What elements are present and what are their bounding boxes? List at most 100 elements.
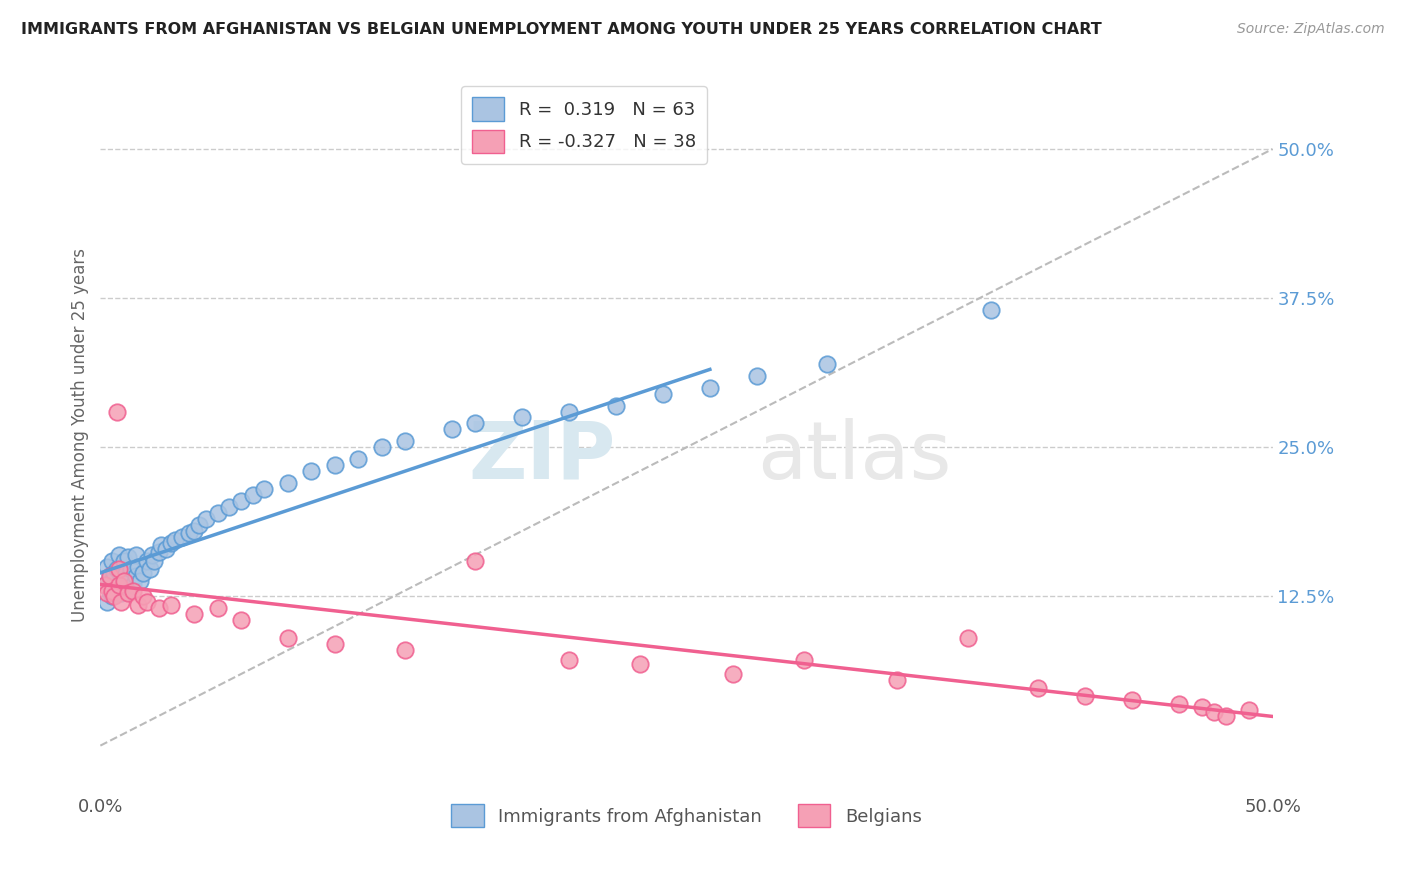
Point — [115, 566, 138, 580]
Point — [131, 566, 153, 580]
Point — [108, 548, 131, 562]
Point — [815, 357, 838, 371]
Point — [179, 526, 201, 541]
Point — [105, 404, 128, 418]
Point — [1237, 703, 1260, 717]
Point — [112, 574, 135, 588]
Point — [394, 643, 416, 657]
Point — [183, 607, 205, 622]
Point — [98, 583, 121, 598]
Point — [101, 554, 124, 568]
Point — [141, 548, 163, 562]
Point — [628, 657, 651, 672]
Point — [1074, 689, 1097, 703]
Point — [105, 581, 128, 595]
Legend: Immigrants from Afghanistan, Belgians: Immigrants from Afghanistan, Belgians — [444, 797, 929, 834]
Point — [127, 598, 149, 612]
Point — [108, 577, 131, 591]
Point — [122, 577, 145, 591]
Point — [886, 673, 908, 687]
Point — [159, 535, 181, 549]
Point — [793, 653, 815, 667]
Point — [605, 399, 627, 413]
Point — [127, 559, 149, 574]
Point — [138, 562, 160, 576]
Point — [131, 590, 153, 604]
Point — [96, 559, 118, 574]
Point — [117, 550, 139, 565]
Point — [101, 583, 124, 598]
Point — [440, 422, 463, 436]
Point — [207, 506, 229, 520]
Point — [464, 417, 486, 431]
Point — [980, 303, 1002, 318]
Point — [277, 632, 299, 646]
Point — [110, 569, 132, 583]
Point — [108, 562, 131, 576]
Point — [242, 488, 264, 502]
Point — [136, 595, 159, 609]
Text: ZIP: ZIP — [468, 417, 616, 496]
Point — [229, 613, 252, 627]
Point — [253, 482, 276, 496]
Point — [96, 586, 118, 600]
Point — [187, 517, 209, 532]
Point — [98, 569, 121, 583]
Y-axis label: Unemployment Among Youth under 25 years: Unemployment Among Youth under 25 years — [72, 248, 89, 623]
Point — [101, 574, 124, 588]
Point — [124, 548, 146, 562]
Point — [699, 381, 721, 395]
Point — [1167, 697, 1189, 711]
Point — [122, 583, 145, 598]
Point — [98, 569, 121, 583]
Point — [218, 500, 240, 514]
Point — [148, 545, 170, 559]
Point — [1026, 681, 1049, 696]
Point — [723, 667, 745, 681]
Point — [652, 386, 675, 401]
Point — [745, 368, 768, 383]
Point — [94, 577, 117, 591]
Point — [129, 574, 152, 588]
Point — [194, 512, 217, 526]
Point — [117, 586, 139, 600]
Point — [183, 524, 205, 538]
Point — [136, 554, 159, 568]
Point — [558, 404, 581, 418]
Point — [148, 601, 170, 615]
Point — [1215, 708, 1237, 723]
Point — [1121, 693, 1143, 707]
Point — [103, 566, 125, 580]
Point — [143, 554, 166, 568]
Point — [94, 577, 117, 591]
Point — [101, 590, 124, 604]
Point — [464, 554, 486, 568]
Point — [1202, 705, 1225, 719]
Point — [323, 458, 346, 473]
Point — [103, 590, 125, 604]
Point — [277, 476, 299, 491]
Point — [370, 440, 392, 454]
Point — [120, 562, 142, 576]
Point — [150, 538, 173, 552]
Point — [96, 595, 118, 609]
Point — [165, 533, 187, 548]
Point — [172, 530, 194, 544]
Point — [103, 586, 125, 600]
Point — [155, 541, 177, 556]
Point — [124, 569, 146, 583]
Point — [1191, 700, 1213, 714]
Point — [159, 598, 181, 612]
Point — [347, 452, 370, 467]
Text: IMMIGRANTS FROM AFGHANISTAN VS BELGIAN UNEMPLOYMENT AMONG YOUTH UNDER 25 YEARS C: IMMIGRANTS FROM AFGHANISTAN VS BELGIAN U… — [21, 22, 1102, 37]
Text: atlas: atlas — [756, 417, 950, 496]
Point — [105, 562, 128, 576]
Point — [112, 574, 135, 588]
Point — [108, 577, 131, 591]
Point — [117, 583, 139, 598]
Point — [207, 601, 229, 615]
Point — [110, 595, 132, 609]
Point — [512, 410, 534, 425]
Point — [323, 637, 346, 651]
Point — [394, 434, 416, 449]
